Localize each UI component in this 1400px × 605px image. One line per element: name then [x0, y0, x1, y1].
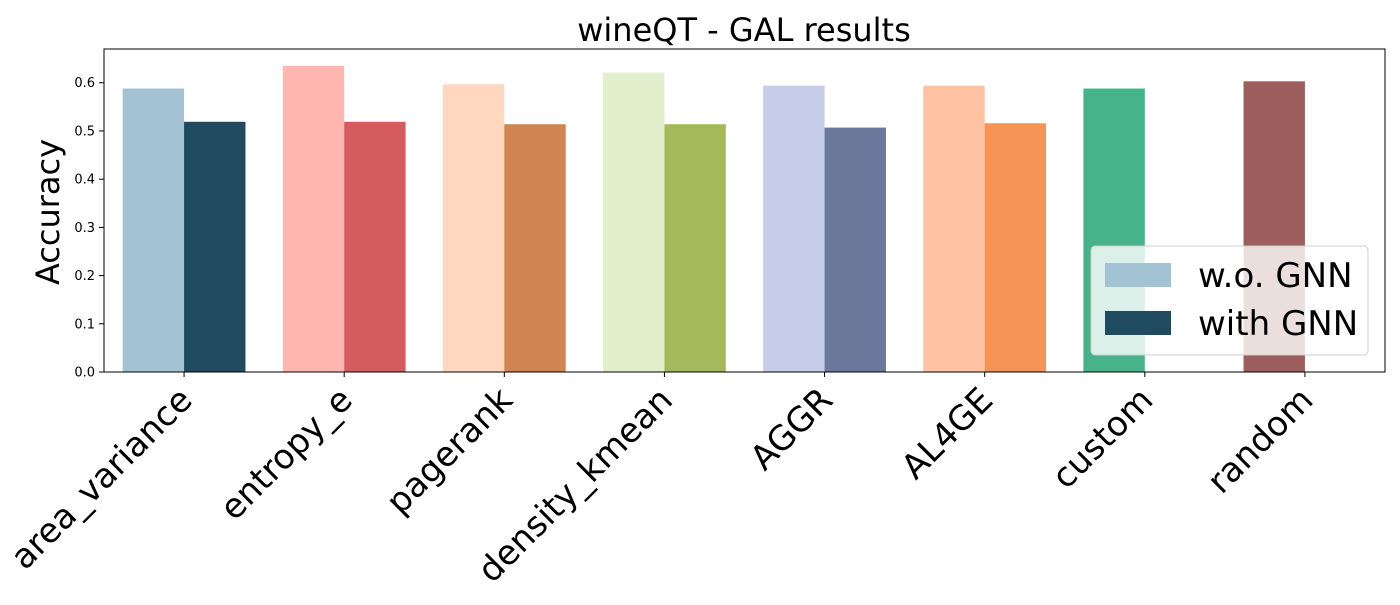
- y-tick-label: 0.4: [74, 173, 95, 188]
- x-tick-label: area_variance: [3, 380, 200, 577]
- y-tick-label: 0.5: [74, 124, 95, 139]
- bar-with-gnn-density-kmean: [664, 124, 726, 373]
- bar-without-gnn-pagerank: [442, 84, 505, 372]
- bar-with-gnn-al4ge: [984, 123, 1047, 373]
- y-tick-label: 0.6: [74, 76, 95, 91]
- chart-legend: w.o. GNN with GNN: [1090, 245, 1369, 356]
- bar-with-gnn-entropy-e: [344, 121, 406, 372]
- bar-without-gnn-density-kmean: [603, 72, 665, 373]
- bar-without-gnn-al4ge: [923, 85, 985, 372]
- y-tick-label: 0.2: [74, 269, 95, 284]
- y-tick-label: 0.1: [74, 317, 95, 332]
- bar-without-gnn-entropy-e: [282, 65, 345, 373]
- bar-with-gnn-pagerank: [504, 124, 566, 373]
- x-tick-label: custom: [1044, 380, 1161, 497]
- plot-frame: [103, 48, 1386, 373]
- legend-label-without-gnn: w.o. GNN: [1198, 256, 1353, 296]
- bar-without-gnn-area-variance: [122, 88, 185, 372]
- x-tick-label: entropy_e: [212, 380, 360, 528]
- x-tick-label: pagerank: [379, 380, 521, 522]
- bar-without-gnn-aggr: [763, 85, 825, 372]
- legend-swatch-with-gnn: [1105, 311, 1171, 335]
- bar-with-gnn-area-variance: [184, 121, 246, 372]
- chart-title: wineQT - GAL results: [577, 11, 911, 49]
- legend-swatch-without-gnn: [1105, 263, 1171, 287]
- x-tick-label: AGGR: [743, 380, 841, 478]
- y-tick-label: 0.0: [74, 366, 95, 381]
- x-tick-label: random: [1200, 380, 1322, 502]
- y-axis-label: Accuracy: [29, 139, 67, 285]
- y-tick-label: 0.3: [74, 221, 95, 236]
- bar-with-gnn-aggr: [824, 127, 886, 372]
- x-tick-label: AL4GE: [894, 380, 1001, 487]
- legend-label-with-gnn: with GNN: [1198, 304, 1358, 344]
